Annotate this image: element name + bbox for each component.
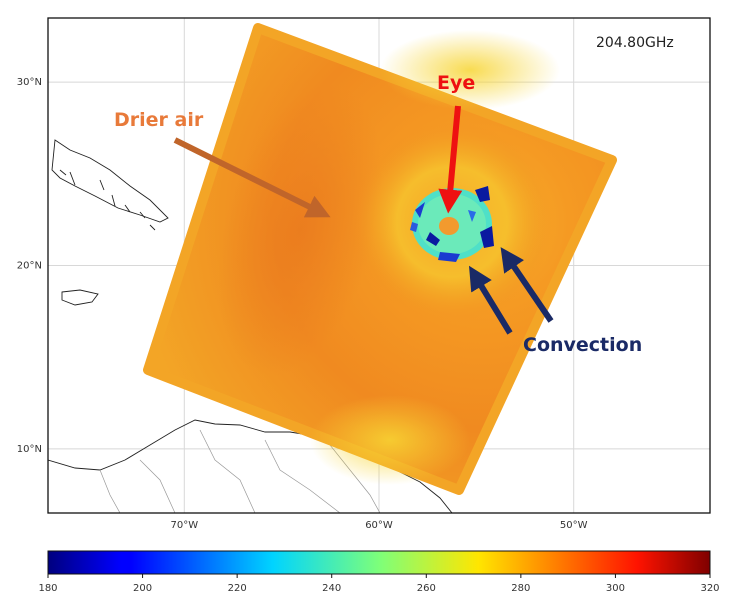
lon-tick-label: 60°W [365, 520, 393, 531]
plot-frame [47, 17, 711, 514]
colorbar-ticks: 180 200 220 240 260 280 300 320 [38, 574, 720, 594]
jamaica-coast [61, 289, 99, 306]
annotation-convection: Convection [468, 247, 642, 356]
colorbar-tick-label: 300 [606, 583, 625, 594]
colorbar-tick-label: 240 [322, 583, 341, 594]
annotation-eye-label: Eye [437, 72, 475, 94]
cuba-coast [51, 139, 169, 223]
bahamas-islands [59, 169, 156, 231]
annotation-convection-label: Convection [523, 334, 642, 356]
colorbar-tick-label: 180 [38, 583, 57, 594]
longitude-labels: 70°W 60°W 50°W [170, 520, 587, 531]
eye-center [439, 217, 459, 235]
colorbar-tick-label: 260 [417, 583, 436, 594]
colorbar-tick-label: 220 [228, 583, 247, 594]
drier-air-band [217, 83, 383, 377]
annotation-eye-arrow [438, 105, 463, 214]
colorbar-tick-label: 280 [511, 583, 530, 594]
lat-tick-label: 10°N [17, 444, 42, 455]
lon-tick-label: 70°W [170, 520, 198, 531]
annotation-drier-air-arrow [173, 137, 331, 218]
colorbar-gradient [47, 550, 711, 575]
annotation-convection-arrow-1 [468, 265, 513, 335]
country-borders [99, 429, 381, 513]
map-plot: 30°N 20°N 10°N 70°W 60°W 50°W 204.80GHz Drie… [17, 17, 711, 531]
annotation-convection-arrow-2 [500, 247, 554, 323]
lat-tick-label: 20°N [17, 261, 42, 272]
latitude-labels: 30°N 20°N 10°N [17, 77, 42, 455]
lat-tick-label: 30°N [17, 77, 42, 88]
annotation-eye: Eye [437, 72, 475, 214]
upper-yellow-region [380, 30, 560, 110]
colorbar-tick-label: 200 [133, 583, 152, 594]
frequency-label: 204.80GHz [596, 35, 674, 51]
annotation-drier-air: Drier air [114, 109, 331, 218]
colorbar-tick-label: 320 [700, 583, 719, 594]
colorbar: 180 200 220 240 260 280 300 320 [38, 550, 720, 594]
annotation-drier-air-label: Drier air [114, 109, 204, 131]
lon-tick-label: 50°W [560, 520, 588, 531]
lower-yellow-region [310, 395, 470, 485]
